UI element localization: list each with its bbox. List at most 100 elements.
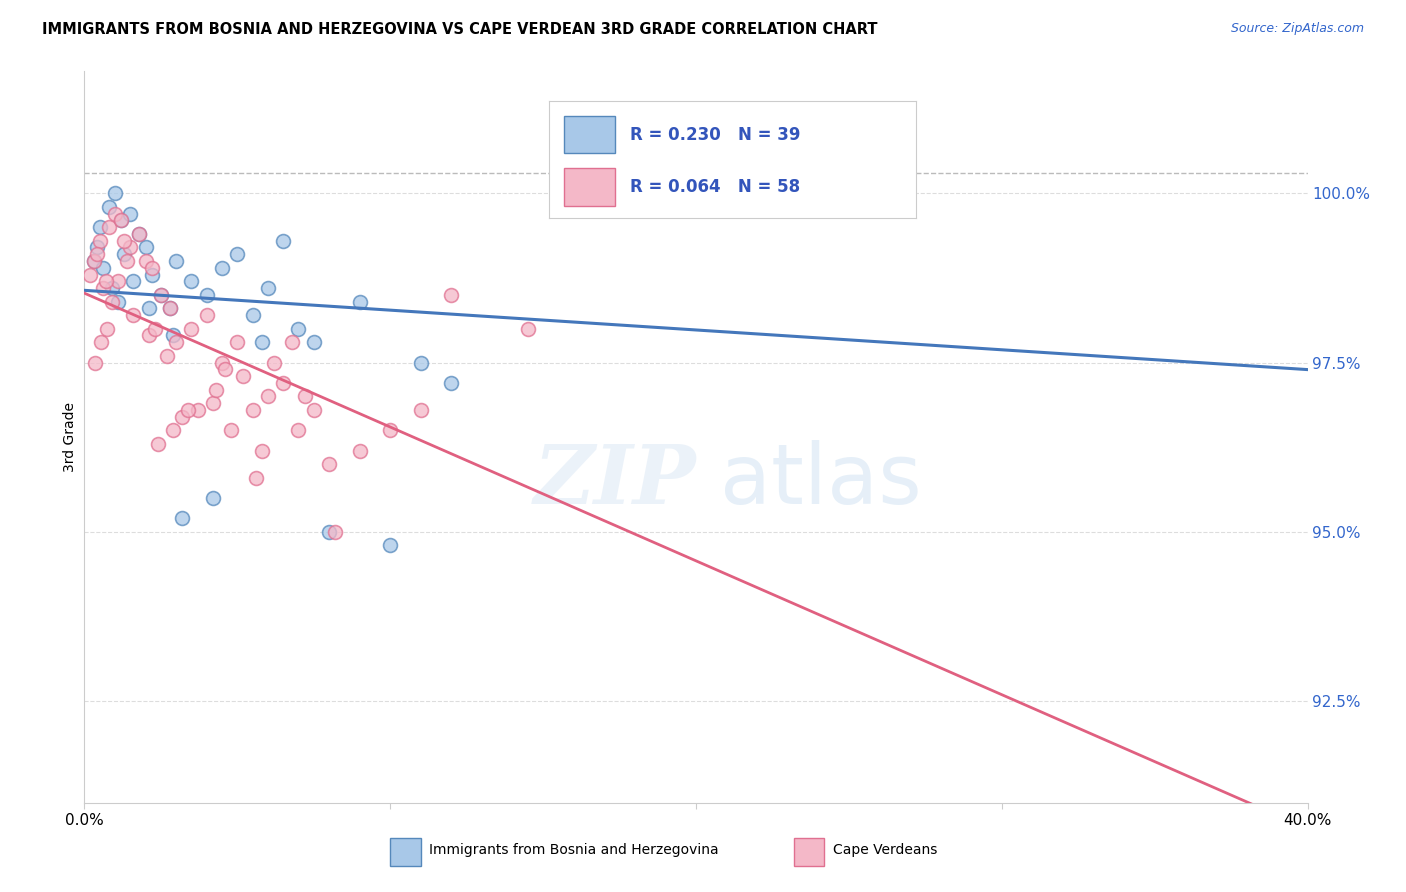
Point [242,308,264,322]
Point [250,335,273,350]
Point [84,355,107,369]
Point [101,281,124,295]
Point [165,254,187,268]
Text: Source: ZipAtlas.com: Source: ZipAtlas.com [1230,22,1364,36]
Point [138,301,160,316]
Point [112,247,135,261]
Point [287,423,309,437]
Point [302,403,325,417]
Point [141,268,163,282]
Point [89,234,111,248]
Point [83,254,105,268]
Point [91,281,114,295]
Point [110,213,132,227]
Point [271,234,294,248]
Point [186,403,208,417]
Point [226,335,249,350]
Point [195,288,218,302]
Point [409,403,432,417]
Point [159,301,181,316]
Point [302,335,325,350]
Point [141,260,163,275]
Point [128,227,150,241]
Y-axis label: 3rd Grade: 3rd Grade [63,402,77,472]
Point [135,254,157,268]
Point [516,322,538,336]
Point [86,247,108,261]
Point [250,443,273,458]
Point [120,206,142,220]
Point [242,403,264,417]
Point [318,524,340,539]
Point [195,308,218,322]
Point [257,389,280,403]
Point [122,274,145,288]
Point [89,220,111,235]
Point [245,471,267,485]
Point [149,288,172,302]
Point [409,355,432,369]
Point [211,260,233,275]
Point [287,322,309,336]
Point [138,328,160,343]
Point [115,254,138,268]
Point [349,294,371,309]
Point [257,281,280,295]
Point [172,511,194,525]
Point [79,268,101,282]
Point [177,403,200,417]
Text: atlas: atlas [720,441,922,522]
Point [162,423,184,437]
Point [214,362,236,376]
Point [156,349,179,363]
Point [205,383,228,397]
Point [122,308,145,322]
Point [380,423,402,437]
Point [232,369,254,384]
Point [97,220,120,235]
Point [128,227,150,241]
Point [104,186,127,201]
Point [165,335,187,350]
Point [380,538,402,552]
Point [323,524,346,539]
Point [294,389,316,403]
Point [219,423,242,437]
Point [281,335,304,350]
Point [440,376,463,390]
Point [747,172,769,186]
Point [112,234,135,248]
Point [101,294,124,309]
Point [120,240,142,254]
Point [83,254,105,268]
Point [162,328,184,343]
Point [211,355,233,369]
Point [440,288,463,302]
Point [271,376,294,390]
Point [90,335,112,350]
Point [96,322,118,336]
Point [263,355,285,369]
Point [97,200,120,214]
Text: IMMIGRANTS FROM BOSNIA AND HERZEGOVINA VS CAPE VERDEAN 3RD GRADE CORRELATION CHA: IMMIGRANTS FROM BOSNIA AND HERZEGOVINA V… [42,22,877,37]
Point [135,240,157,254]
Point [172,409,194,424]
Point [201,491,224,505]
Point [107,274,129,288]
Point [91,260,114,275]
Point [110,213,132,227]
Point [180,274,202,288]
Point [94,274,117,288]
Point [180,322,202,336]
Point [226,247,249,261]
Point [669,179,692,194]
Point [159,301,181,316]
Point [143,322,166,336]
Point [146,437,169,451]
Point [104,206,127,220]
Text: ZIP: ZIP [533,441,696,521]
Point [201,396,224,410]
Point [107,294,129,309]
Point [86,240,108,254]
Point [349,443,371,458]
